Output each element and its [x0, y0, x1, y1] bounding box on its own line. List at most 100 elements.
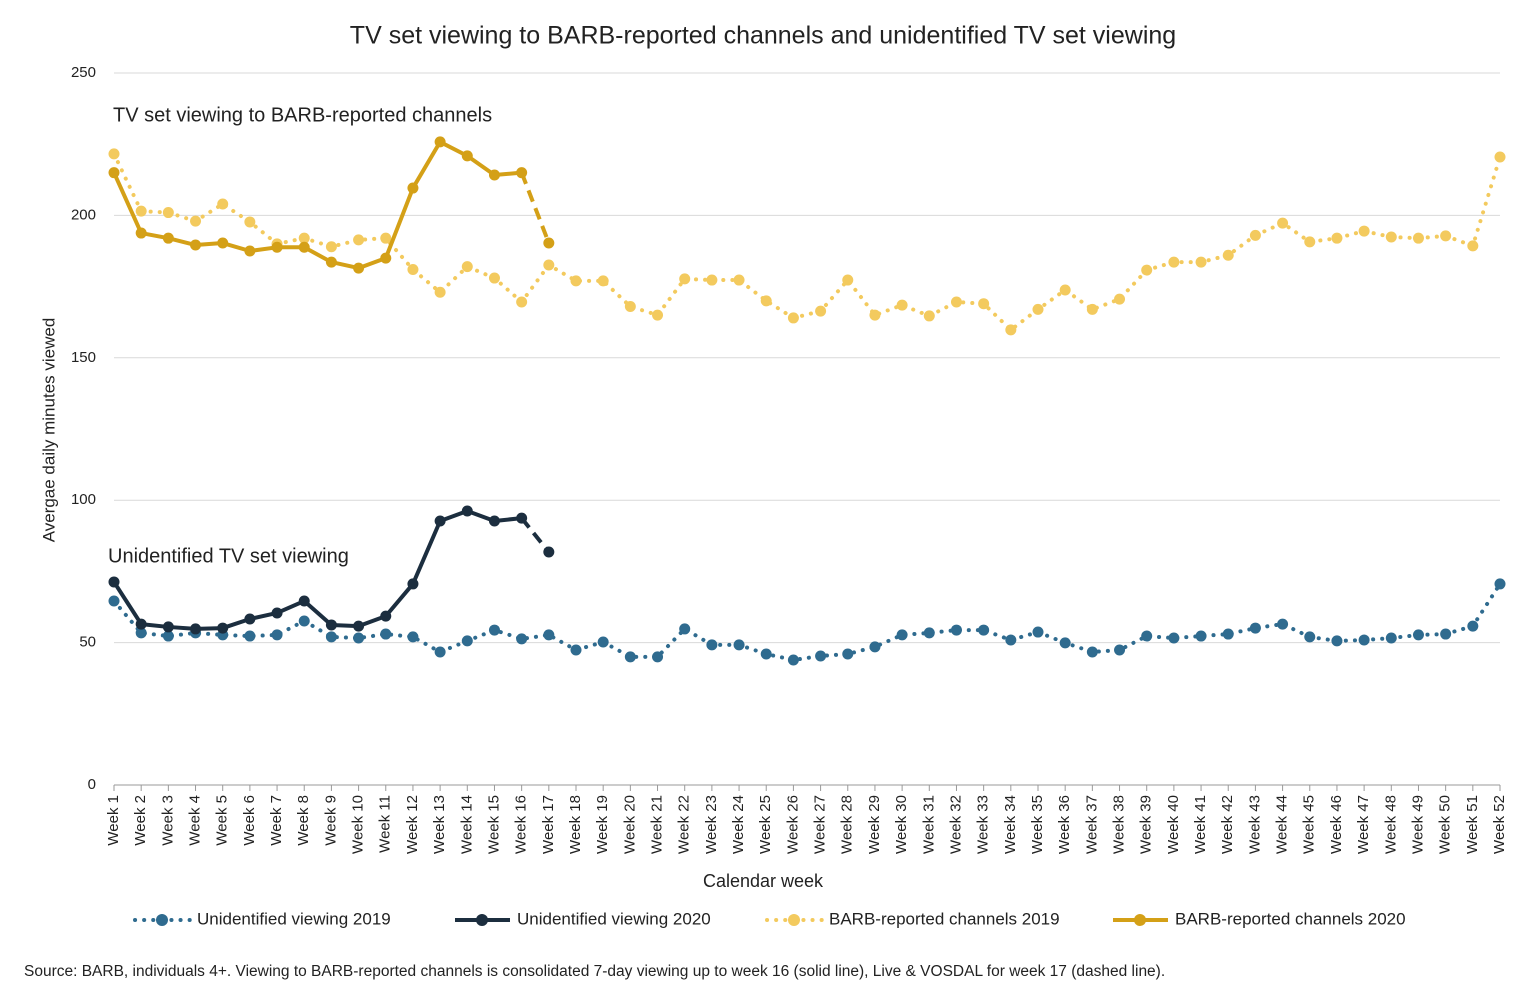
x-tick-label: Week 52 [1491, 795, 1508, 854]
point [380, 610, 392, 622]
point [760, 295, 772, 307]
point [1304, 631, 1316, 643]
x-tick-label: Week 29 [866, 795, 883, 854]
x-tick-label: Week 7 [268, 795, 285, 846]
x-tick-label: Week 42 [1219, 795, 1236, 854]
point [407, 264, 419, 276]
point [325, 256, 337, 268]
x-tick-label: Week 15 [485, 795, 502, 854]
x-tick-label: Week 44 [1274, 795, 1291, 854]
point [1249, 229, 1261, 241]
point [1168, 256, 1180, 268]
x-tick-label: Week 49 [1409, 795, 1426, 854]
point [516, 296, 528, 308]
series-line-dashed [520, 516, 551, 554]
point [1141, 630, 1153, 642]
point [1059, 637, 1071, 649]
point [1114, 293, 1126, 305]
x-tick-label: Week 48 [1382, 795, 1399, 854]
x-tick-label: Week 25 [757, 795, 774, 854]
chart-title: TV set viewing to BARB-reported channels… [350, 22, 1176, 50]
point [217, 237, 229, 249]
point [325, 619, 337, 631]
x-tick-label: Week 36 [1056, 795, 1073, 854]
x-tick-label: Week 22 [676, 795, 693, 854]
x-tick-label: Week 30 [893, 795, 910, 854]
x-tick-label: Week 35 [1029, 795, 1046, 854]
point [516, 633, 528, 645]
point [516, 512, 528, 524]
point [543, 237, 555, 249]
point [733, 639, 745, 651]
point [244, 613, 256, 625]
point [570, 275, 582, 287]
point [380, 232, 392, 244]
point [652, 309, 664, 321]
point [217, 198, 229, 210]
x-tick-label: Week 47 [1355, 795, 1372, 854]
point [1005, 634, 1017, 646]
point [135, 627, 147, 639]
point [162, 630, 174, 642]
x-tick-label: Week 1 [105, 795, 122, 846]
point [896, 629, 908, 641]
point [108, 595, 120, 607]
point [733, 274, 745, 286]
point [1412, 232, 1424, 244]
point [162, 232, 174, 244]
point [298, 232, 310, 244]
x-tick-label: Week 45 [1301, 795, 1318, 854]
point [1222, 249, 1234, 261]
point [1114, 644, 1126, 656]
y-tick-label: 50 [79, 634, 96, 651]
x-tick-label: Week 8 [295, 795, 312, 846]
point [108, 167, 120, 179]
point [162, 207, 174, 219]
point [706, 639, 718, 651]
x-tick-label: Week 18 [567, 795, 584, 854]
point [1032, 626, 1044, 638]
point [353, 620, 365, 632]
x-tick-label: Week 6 [241, 795, 258, 846]
point [298, 241, 310, 253]
x-tick-label: Week 2 [132, 795, 149, 846]
y-tick-label: 250 [71, 64, 96, 81]
point [461, 505, 473, 517]
x-tick-label: Week 20 [621, 795, 638, 854]
point [434, 136, 446, 148]
point [407, 578, 419, 590]
point [1412, 629, 1424, 641]
x-tick-label: Week 37 [1083, 795, 1100, 854]
x-tick-label: Week 51 [1464, 795, 1481, 854]
x-tick-label: Week 23 [703, 795, 720, 854]
point [1358, 225, 1370, 237]
point [1467, 620, 1479, 632]
point [135, 227, 147, 239]
point [1358, 634, 1370, 646]
point [1277, 217, 1289, 229]
x-tick-label: Week 11 [377, 795, 394, 853]
point [325, 241, 337, 253]
point [353, 262, 365, 274]
point [978, 298, 990, 310]
x-tick-label: Week 24 [730, 795, 747, 854]
series-line-dashed [519, 171, 551, 244]
x-tick-label: Week 16 [513, 795, 530, 854]
point [1331, 232, 1343, 244]
legend-label: BARB-reported channels 2020 [1175, 909, 1406, 928]
x-tick-label: Week 17 [540, 795, 557, 854]
legend-label: BARB-reported channels 2019 [829, 909, 1060, 928]
x-tick-label: Week 39 [1138, 795, 1155, 854]
annotation: Unidentified TV set viewing [108, 545, 349, 567]
series-line [112, 139, 522, 271]
series-line [112, 509, 522, 631]
point [135, 205, 147, 217]
point [1331, 635, 1343, 647]
point [271, 607, 283, 619]
point [869, 641, 881, 653]
point [1277, 618, 1289, 630]
x-tick-label: Week 14 [458, 795, 475, 854]
point [190, 215, 202, 227]
x-tick-label: Week 40 [1165, 795, 1182, 854]
legend-marker [788, 914, 800, 926]
